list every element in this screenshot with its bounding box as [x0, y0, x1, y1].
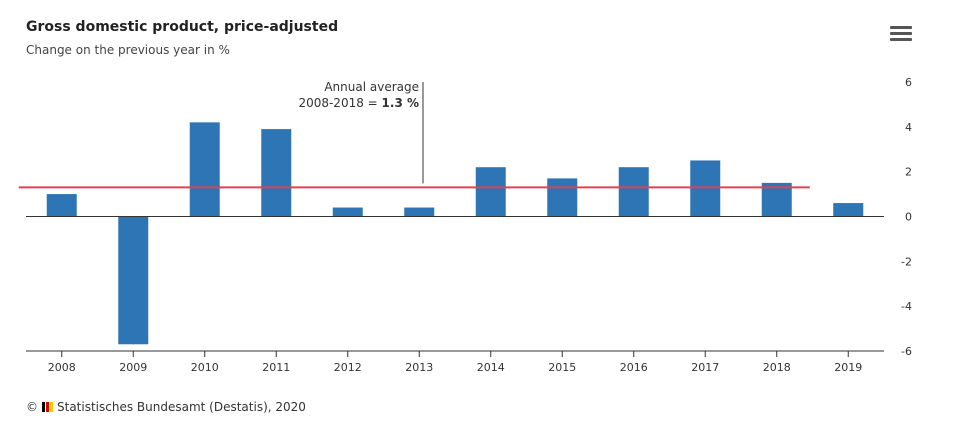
x-tick-label: 2019: [834, 361, 862, 374]
source-credit: © Statistisches Bundesamt (Destatis), 20…: [26, 400, 306, 414]
y-tick-label: -4: [901, 300, 912, 313]
y-tick-label: 6: [905, 76, 912, 89]
x-tick-label: 2010: [191, 361, 219, 374]
x-tick-label: 2018: [763, 361, 791, 374]
y-tick-label: -2: [901, 255, 912, 268]
bar-2019[interactable]: [833, 203, 864, 217]
x-tick-label: 2009: [119, 361, 147, 374]
x-axis: 2008 2009 2010 2011 2012 2013 2014 2015 2016 2017…: [26, 350, 884, 374]
bar-2009[interactable]: [118, 216, 149, 345]
credit-text: Statistisches Bundesamt (Destatis), 2020: [57, 400, 306, 414]
y-tick-label: 2: [905, 166, 912, 179]
bar-2011[interactable]: [261, 129, 292, 217]
y-tick-label: 0: [905, 211, 912, 224]
bar-2013[interactable]: [404, 207, 435, 217]
x-tick-label: 2008: [48, 361, 76, 374]
hamburger-menu-icon[interactable]: [890, 26, 912, 42]
x-tick-label: 2014: [477, 361, 505, 374]
copyright-symbol: ©: [26, 400, 38, 414]
bar-2008[interactable]: [46, 194, 77, 217]
bars: [26, 122, 884, 345]
bar-2014[interactable]: [475, 167, 506, 217]
x-tick-label: 2017: [691, 361, 719, 374]
y-tick-label: 4: [905, 121, 912, 134]
bar-2016[interactable]: [618, 167, 649, 217]
x-tick-label: 2015: [548, 361, 576, 374]
chart-title: Gross domestic product, price-adjusted: [26, 19, 339, 35]
bar-2010[interactable]: [189, 122, 220, 217]
average-label-line1: Annual average: [324, 80, 419, 94]
destatis-flag-icon: [42, 402, 53, 412]
bar-2012[interactable]: [332, 207, 363, 217]
chart-subtitle: Change on the previous year in %: [26, 43, 230, 57]
bar-2018[interactable]: [761, 182, 792, 217]
x-tick-label: 2012: [334, 361, 362, 374]
x-tick-label: 2011: [262, 361, 290, 374]
x-tick-label: 2013: [405, 361, 433, 374]
bar-2015[interactable]: [547, 178, 578, 217]
average-annotation: Annual average 2008-2018 = 1.3 %: [18, 80, 810, 189]
average-label-line2: 2008-2018 = 1.3 %: [298, 96, 419, 110]
x-tick-label: 2016: [620, 361, 648, 374]
bar-2017[interactable]: [690, 160, 721, 217]
y-tick-label: -6: [901, 345, 912, 358]
y-axis-ticks: 6 4 2 0 -2 -4 -6: [901, 76, 912, 358]
